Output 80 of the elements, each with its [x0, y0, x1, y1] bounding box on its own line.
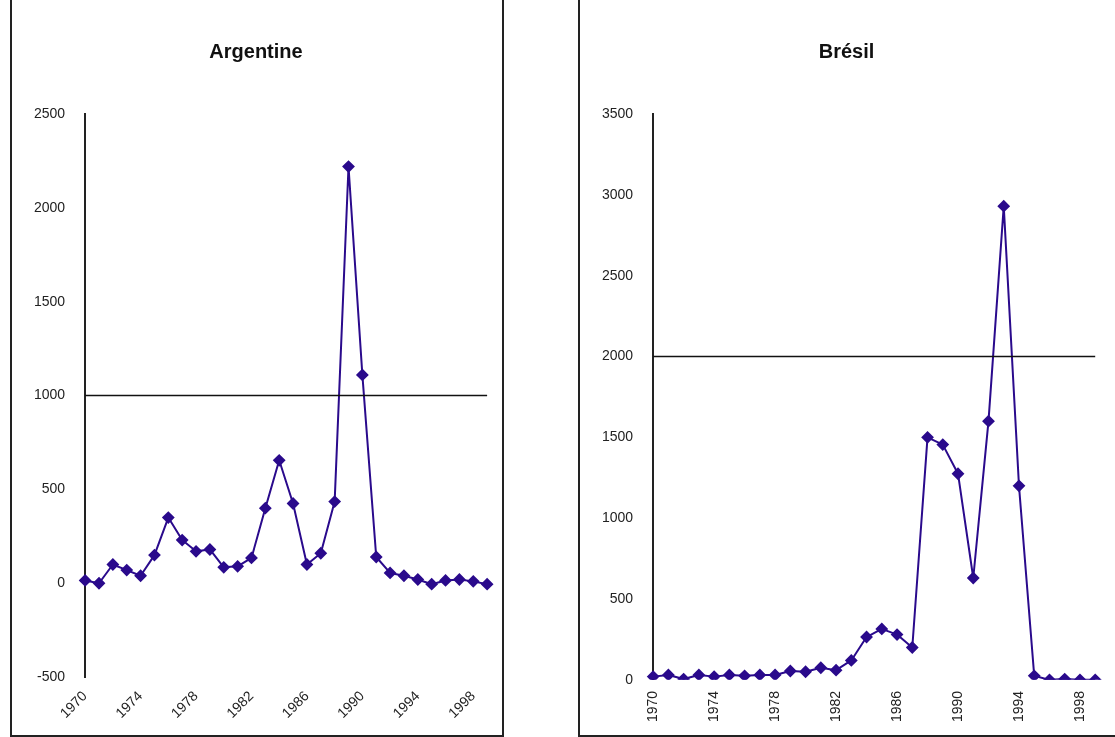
- point: [891, 628, 904, 641]
- point: [245, 551, 258, 564]
- x-tick-label: 1970: [644, 690, 660, 723]
- point: [647, 670, 660, 680]
- point: [692, 669, 705, 680]
- point: [799, 665, 812, 678]
- point: [273, 454, 286, 467]
- y-tick-label: 2500: [601, 266, 634, 283]
- y-tick-label: 3000: [601, 185, 634, 202]
- y-tick-label: 2000: [601, 347, 634, 364]
- point: [921, 431, 934, 444]
- point: [467, 575, 480, 588]
- point: [845, 654, 858, 667]
- point: [314, 547, 327, 560]
- point: [120, 564, 133, 577]
- point: [79, 574, 92, 587]
- x-tick-label: 1974: [704, 690, 721, 723]
- x-tick-label: 1982: [826, 690, 843, 723]
- point: [997, 200, 1010, 213]
- point: [753, 669, 766, 680]
- point: [1012, 479, 1025, 492]
- point: [259, 502, 272, 515]
- point: [425, 578, 438, 591]
- point: [875, 622, 888, 635]
- point: [830, 664, 843, 677]
- y-tick-label: 2500: [33, 104, 66, 121]
- point: [106, 558, 119, 571]
- chart-title: Argentine: [209, 39, 303, 62]
- point: [328, 495, 341, 508]
- point: [723, 669, 736, 680]
- point: [134, 569, 147, 582]
- x-tick-label: 1998: [1070, 690, 1087, 723]
- y-tick-label: -500: [37, 667, 66, 684]
- x-tick-label: 1990: [948, 690, 965, 723]
- y-tick-label: 3500: [601, 104, 634, 121]
- point: [967, 572, 980, 584]
- y-tick-label: 500: [41, 480, 66, 497]
- point: [784, 664, 797, 677]
- chart-title: Brésil: [818, 39, 875, 62]
- point: [738, 669, 751, 680]
- point: [1028, 669, 1041, 680]
- y-tick-label: 500: [609, 589, 634, 606]
- y-tick-label: 0: [625, 670, 634, 687]
- point: [411, 573, 424, 586]
- point: [231, 560, 244, 573]
- y-tick-label: 1000: [33, 386, 66, 403]
- point: [370, 550, 383, 563]
- point: [769, 669, 782, 680]
- point: [814, 661, 827, 674]
- y-tick-label: 1000: [601, 509, 634, 526]
- point: [439, 574, 452, 587]
- y-tick-label: 0: [57, 574, 66, 591]
- point: [906, 641, 919, 654]
- point: [93, 577, 106, 590]
- point: [860, 631, 873, 644]
- x-tick-label: 1986: [887, 690, 904, 723]
- point: [203, 543, 216, 556]
- point: [342, 160, 355, 173]
- point: [300, 558, 313, 571]
- point: [952, 467, 965, 480]
- point: [287, 497, 300, 510]
- point: [662, 669, 675, 680]
- point: [384, 566, 397, 579]
- x-tick-label: 1978: [765, 690, 782, 723]
- point: [397, 569, 410, 582]
- y-tick-label: 1500: [601, 428, 634, 445]
- point: [148, 549, 161, 562]
- point: [190, 545, 203, 558]
- x-tick-label: 1994: [1009, 690, 1026, 723]
- point: [356, 368, 369, 381]
- point: [708, 670, 721, 680]
- point: [453, 573, 466, 586]
- point: [982, 415, 995, 428]
- y-tick-label: 1500: [33, 292, 66, 309]
- point: [162, 511, 175, 524]
- y-tick-label: 2000: [33, 198, 66, 215]
- point: [936, 438, 949, 451]
- point: [481, 578, 494, 591]
- point: [176, 534, 189, 547]
- point: [217, 561, 230, 574]
